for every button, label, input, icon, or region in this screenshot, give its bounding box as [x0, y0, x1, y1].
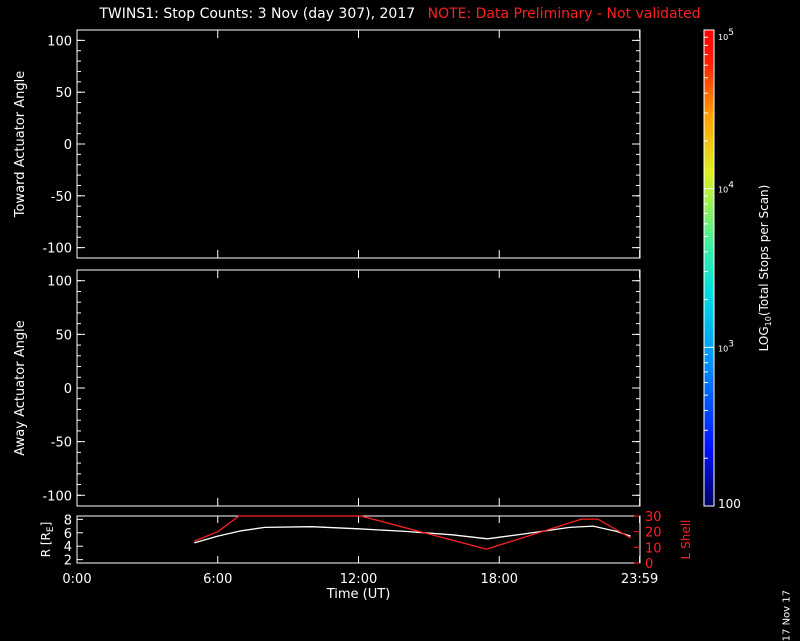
ytick-label: -50	[51, 436, 72, 451]
away-panel-ylabel: Away Actuator Angle	[13, 320, 28, 455]
ytick-label: 0	[64, 138, 72, 153]
colorbar-label: LOG10(Total Stops per Scan)	[757, 185, 773, 352]
away-panel-frame	[76, 269, 641, 507]
xtick-label: 18:00	[481, 572, 518, 587]
lshell-tick-label: 20	[645, 526, 662, 541]
xtick-label: 23:59	[621, 572, 658, 587]
colorbar-tick-label: 103	[718, 339, 734, 353]
xtick-label: 12:00	[340, 572, 377, 587]
radius-line	[194, 525, 631, 544]
lshell-axis-label: L Shell	[679, 520, 693, 560]
ytick-label: 50	[55, 86, 72, 101]
r-tick-label: 4	[64, 540, 72, 555]
xtick-label: 6:00	[203, 572, 232, 587]
r-axis-label: R [RE]	[39, 522, 56, 558]
ytick-label: -50	[51, 190, 72, 205]
r-tick-label: 2	[64, 554, 72, 569]
lshell-tick-label: 0	[645, 557, 653, 572]
colorbar-tick-label: 105	[718, 28, 734, 42]
title-text: TWINS1: Stop Counts: 3 Nov (day 307), 20…	[99, 6, 416, 22]
chart-title: TWINS1: Stop Counts: 3 Nov (day 307), 20…	[0, 6, 800, 22]
colorbar	[703, 29, 715, 507]
toward-panel-frame	[76, 29, 641, 259]
r-tick-label: 6	[64, 527, 72, 542]
ytick-label: 50	[55, 328, 72, 343]
lshell-line	[194, 515, 631, 550]
ytick-label: -100	[42, 489, 72, 504]
ytick-label: 0	[64, 382, 72, 397]
colorbar-tick-label: 104	[718, 181, 734, 195]
ytick-label: 100	[47, 34, 72, 49]
lshell-tick-label: 30	[645, 510, 662, 525]
date-stamp: 17 Nov 17	[781, 590, 792, 641]
ytick-label: -100	[42, 242, 72, 257]
xtick-label: 0:00	[62, 572, 91, 587]
toward-panel-ylabel: Toward Actuator Angle	[13, 71, 28, 218]
lshell-tick-label: 10	[645, 541, 662, 556]
ephemeris-frame	[76, 515, 641, 564]
colorbar-tick-label: 100	[718, 497, 741, 511]
xaxis-label: Time (UT)	[326, 587, 391, 600]
r-tick-label: 8	[64, 513, 72, 528]
ytick-label: 100	[47, 275, 72, 290]
preliminary-note: NOTE: Data Preliminary - Not validated	[427, 6, 701, 22]
